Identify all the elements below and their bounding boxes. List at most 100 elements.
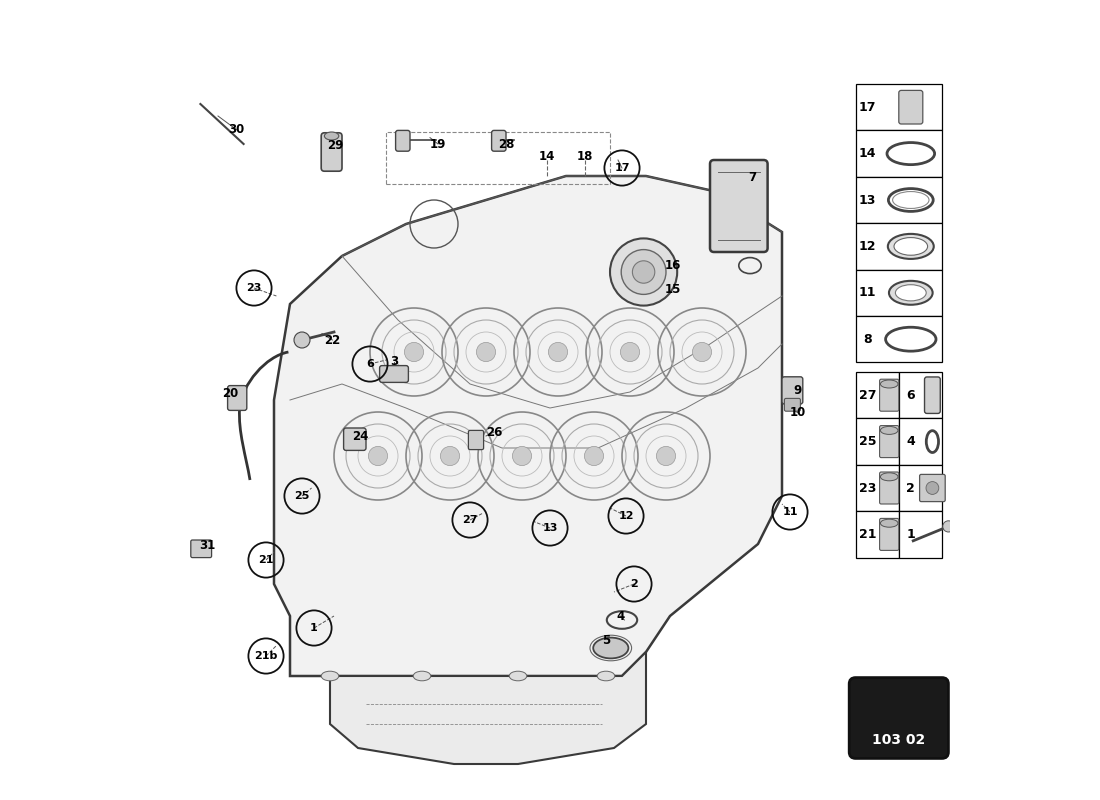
Bar — [856, 316, 942, 362]
FancyBboxPatch shape — [710, 160, 768, 252]
Ellipse shape — [894, 238, 927, 255]
Text: 10: 10 — [790, 406, 806, 419]
Text: 14: 14 — [539, 150, 556, 162]
Text: 16: 16 — [664, 259, 681, 272]
FancyBboxPatch shape — [849, 678, 948, 758]
FancyBboxPatch shape — [469, 430, 484, 450]
Text: 14: 14 — [859, 147, 877, 160]
Text: 2: 2 — [906, 482, 915, 494]
Text: 25: 25 — [859, 435, 877, 448]
Text: 12: 12 — [618, 511, 634, 521]
Bar — [856, 270, 942, 316]
Polygon shape — [330, 652, 646, 764]
Circle shape — [294, 332, 310, 348]
Ellipse shape — [880, 380, 898, 388]
Text: 17: 17 — [614, 163, 629, 173]
Text: 27: 27 — [462, 515, 477, 525]
Text: 24: 24 — [352, 430, 368, 442]
Text: 29: 29 — [328, 139, 344, 152]
Text: 23: 23 — [246, 283, 262, 293]
FancyBboxPatch shape — [899, 90, 923, 124]
Text: europarts: europarts — [260, 325, 681, 539]
Ellipse shape — [880, 473, 898, 481]
Ellipse shape — [509, 671, 527, 681]
Bar — [899, 511, 942, 558]
Text: 11: 11 — [859, 286, 877, 299]
Bar — [899, 418, 942, 465]
Ellipse shape — [889, 281, 933, 305]
Bar — [856, 84, 942, 130]
Text: 26: 26 — [486, 426, 503, 438]
Text: 6: 6 — [906, 389, 915, 402]
Bar — [856, 465, 899, 511]
Bar — [899, 465, 942, 511]
Circle shape — [476, 342, 496, 362]
Text: 4: 4 — [616, 610, 625, 622]
Circle shape — [620, 342, 639, 362]
Text: 23: 23 — [859, 482, 877, 494]
FancyBboxPatch shape — [924, 377, 940, 414]
Text: 7: 7 — [748, 171, 757, 184]
FancyBboxPatch shape — [228, 386, 246, 410]
Circle shape — [657, 446, 675, 466]
FancyBboxPatch shape — [396, 130, 410, 151]
FancyBboxPatch shape — [190, 540, 211, 558]
FancyBboxPatch shape — [343, 428, 366, 450]
Text: 13: 13 — [542, 523, 558, 533]
Text: 4: 4 — [906, 435, 915, 448]
Text: 30: 30 — [229, 123, 244, 136]
Text: 13: 13 — [859, 194, 877, 206]
Text: 15: 15 — [664, 283, 681, 296]
Circle shape — [513, 446, 531, 466]
Circle shape — [943, 521, 954, 532]
Ellipse shape — [880, 519, 898, 527]
Text: 18: 18 — [578, 150, 593, 162]
Text: 22: 22 — [324, 334, 341, 346]
FancyBboxPatch shape — [880, 426, 899, 458]
Text: 19: 19 — [430, 138, 447, 150]
Bar — [386, 132, 610, 184]
Ellipse shape — [597, 671, 615, 681]
Text: 9: 9 — [794, 384, 802, 397]
FancyBboxPatch shape — [379, 366, 408, 382]
Bar — [856, 418, 899, 465]
Text: 8: 8 — [864, 333, 872, 346]
Ellipse shape — [895, 285, 926, 301]
Bar — [856, 223, 942, 270]
Text: 1: 1 — [906, 528, 915, 541]
Ellipse shape — [414, 671, 431, 681]
Bar — [899, 372, 942, 418]
FancyBboxPatch shape — [880, 379, 899, 411]
Text: 17: 17 — [859, 101, 877, 114]
Ellipse shape — [324, 132, 339, 140]
Circle shape — [621, 250, 665, 294]
Circle shape — [926, 482, 938, 494]
FancyBboxPatch shape — [880, 472, 899, 504]
FancyBboxPatch shape — [492, 130, 506, 151]
FancyBboxPatch shape — [920, 474, 945, 502]
Circle shape — [610, 238, 678, 306]
Bar — [856, 372, 899, 418]
Text: 2: 2 — [630, 579, 638, 589]
FancyBboxPatch shape — [784, 398, 801, 411]
FancyBboxPatch shape — [880, 518, 899, 550]
Text: 21b: 21b — [254, 651, 277, 661]
FancyBboxPatch shape — [782, 377, 803, 404]
Circle shape — [368, 446, 387, 466]
Circle shape — [440, 446, 460, 466]
Text: 20: 20 — [222, 387, 238, 400]
Ellipse shape — [888, 234, 934, 259]
Text: 12: 12 — [859, 240, 877, 253]
Text: 25: 25 — [295, 491, 310, 501]
Text: 5: 5 — [602, 634, 610, 646]
Text: 27: 27 — [859, 389, 877, 402]
Circle shape — [549, 342, 568, 362]
Text: 21: 21 — [258, 555, 274, 565]
Text: a passion for driving since 1985: a passion for driving since 1985 — [310, 599, 598, 617]
Text: 28: 28 — [498, 138, 514, 150]
Text: 6: 6 — [366, 359, 374, 369]
Text: 103 02: 103 02 — [872, 733, 925, 746]
Ellipse shape — [593, 638, 628, 658]
Polygon shape — [274, 176, 782, 676]
Bar — [856, 130, 942, 177]
